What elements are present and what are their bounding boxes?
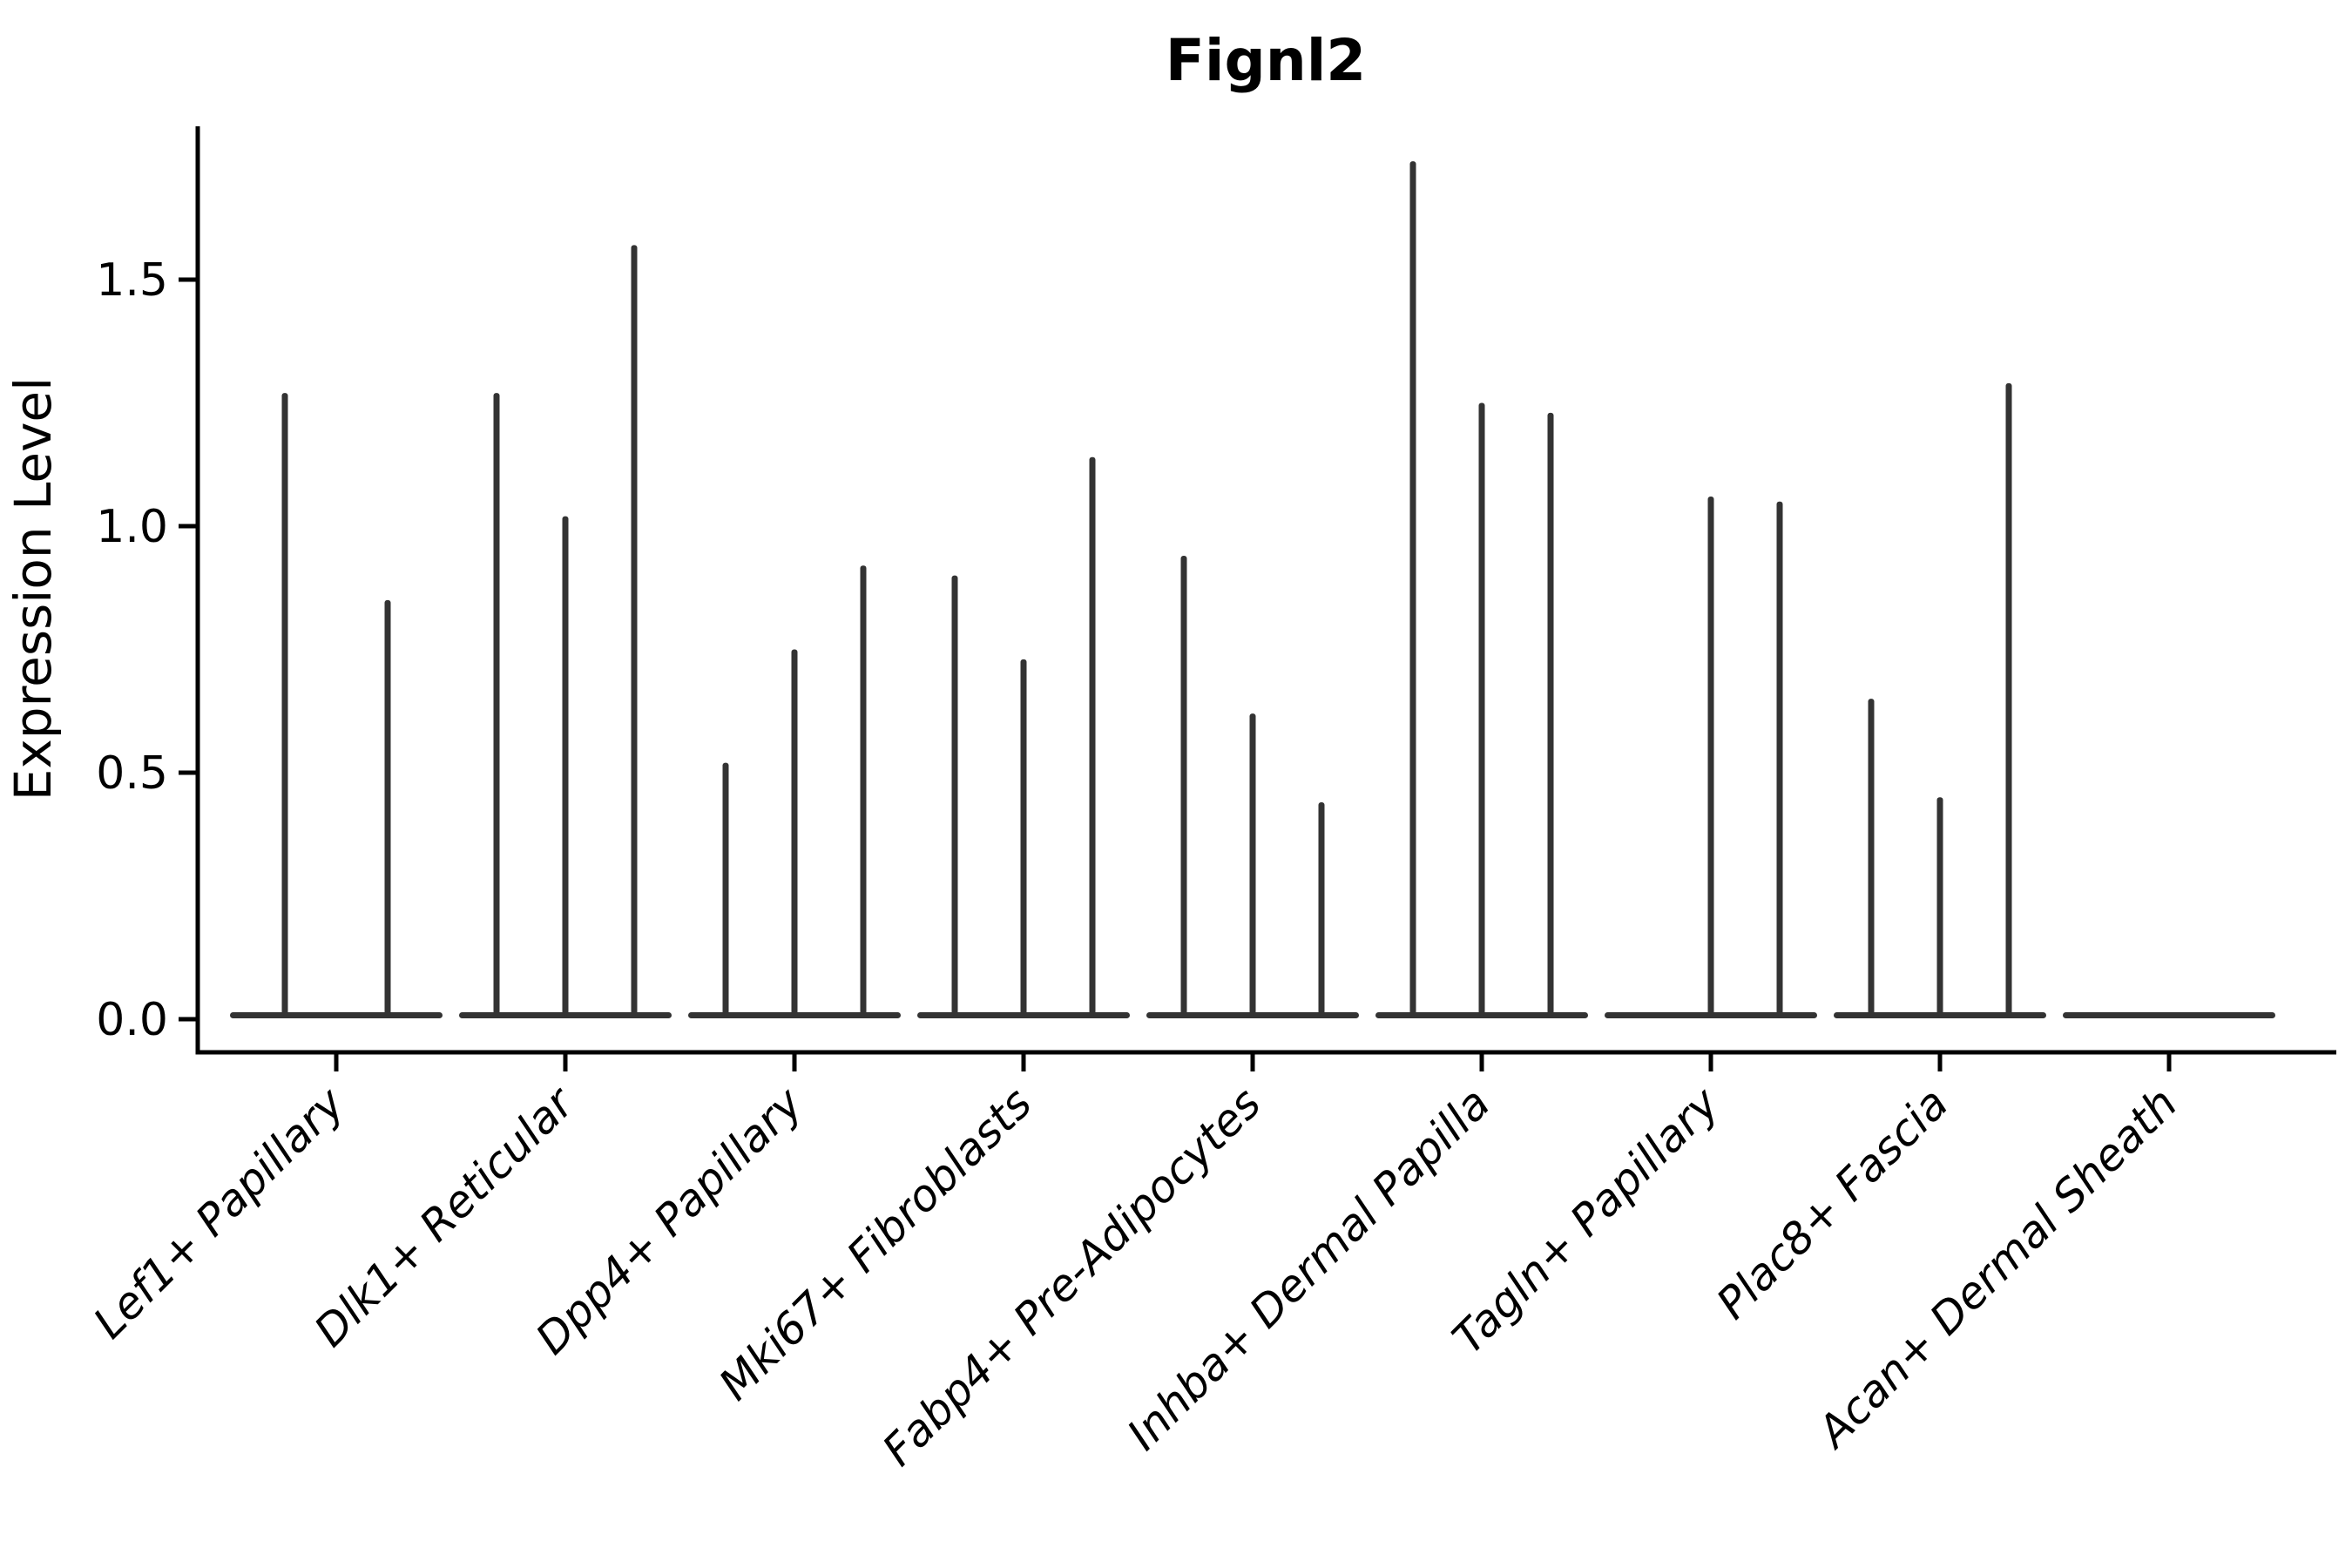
violin-spike [1249, 713, 1256, 1016]
x-tick-label: Fabp4+ Pre-Adipocytes [873, 1078, 1271, 1476]
violin-spike [1020, 659, 1027, 1016]
violin-spike [631, 245, 638, 1016]
x-tick-label: Lef1+ Papillary [84, 1077, 355, 1348]
violin-baseline [230, 1012, 443, 1018]
violin-spike [791, 649, 798, 1016]
y-axis-label: Expression Level [3, 377, 63, 801]
violin-spike [1547, 412, 1554, 1016]
violin-spike [722, 762, 729, 1016]
violin-spike [1180, 555, 1187, 1016]
violin-baseline [2063, 1012, 2275, 1018]
violin-spike [2005, 382, 2012, 1016]
violin-spike [493, 393, 500, 1016]
violin-spike [1318, 801, 1325, 1016]
violin-spike [951, 575, 958, 1016]
violin-spike [1776, 501, 1783, 1016]
y-tick-label: 0.0 [96, 994, 168, 1046]
x-tick-label: Acan+ Dermal Sheath [1807, 1078, 2187, 1458]
violin-spike [281, 393, 288, 1016]
violin-spike [1868, 699, 1875, 1016]
y-tick-label: 1.5 [96, 254, 168, 307]
chart-title: Fignl2 [1166, 27, 1366, 94]
violin-layer [230, 161, 2275, 1018]
violin-spike [1478, 402, 1485, 1016]
violin-spike [1707, 497, 1714, 1016]
violin-spike [384, 599, 391, 1016]
violin-spike [860, 565, 867, 1016]
x-tick-label: Plac8+ Fascia [1707, 1078, 1958, 1328]
violin-spike [1089, 456, 1096, 1016]
violin-spike [1936, 797, 1943, 1016]
x-tick-label: Inhba+ Dermal Papilla [1118, 1078, 1499, 1459]
y-tick-label: 1.0 [96, 501, 168, 553]
violin-spike [1409, 161, 1416, 1016]
y-tick-label: 0.5 [96, 747, 168, 800]
violin-spike [562, 516, 569, 1016]
